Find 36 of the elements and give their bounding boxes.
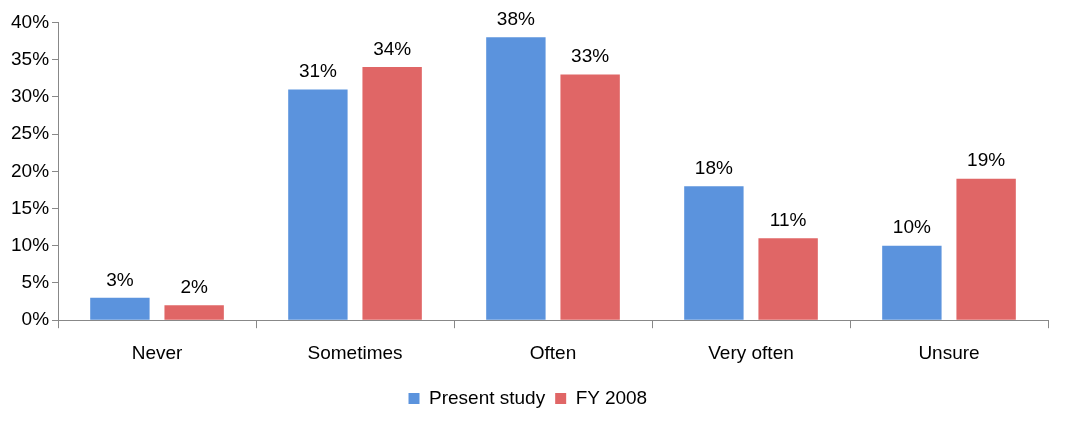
- x-tick-label: Sometimes: [307, 341, 403, 363]
- data-label: 34%: [373, 37, 412, 59]
- data-label: 2%: [180, 276, 208, 298]
- y-tick-label: 25%: [11, 122, 50, 144]
- bar: [684, 186, 744, 320]
- x-tick-label: Very often: [708, 341, 794, 363]
- bar: [90, 297, 150, 320]
- data-label: 11%: [769, 209, 807, 231]
- bar: [486, 37, 546, 320]
- data-label: 19%: [967, 149, 1006, 171]
- x-tick-label: Often: [529, 341, 577, 363]
- bar: [882, 245, 942, 320]
- bar: [288, 89, 348, 320]
- bar: [560, 74, 620, 320]
- y-tick-label: 5%: [21, 271, 50, 293]
- bar: [758, 238, 818, 320]
- y-tick-label: 15%: [11, 196, 50, 218]
- legend-label: FY 2008: [575, 386, 648, 408]
- data-label: 18%: [694, 156, 733, 178]
- x-tick-label: Never: [131, 341, 184, 363]
- y-tick-label: 35%: [11, 47, 50, 69]
- y-tick-label: 40%: [11, 10, 50, 32]
- y-tick-label: 20%: [11, 159, 50, 181]
- bar: [362, 67, 422, 320]
- data-label: 10%: [892, 216, 931, 238]
- y-tick-label: 0%: [21, 308, 50, 330]
- x-tick-label: Unsure: [918, 341, 980, 363]
- data-label: 38%: [496, 8, 536, 30]
- data-label: 33%: [571, 45, 610, 67]
- data-label: 31%: [298, 60, 338, 82]
- bar: [956, 178, 1016, 320]
- y-tick-label: 30%: [11, 85, 50, 107]
- legend-label: Present study: [429, 386, 546, 408]
- y-tick-label: 10%: [11, 233, 50, 255]
- bar: [164, 305, 224, 320]
- data-label: 3%: [106, 268, 134, 290]
